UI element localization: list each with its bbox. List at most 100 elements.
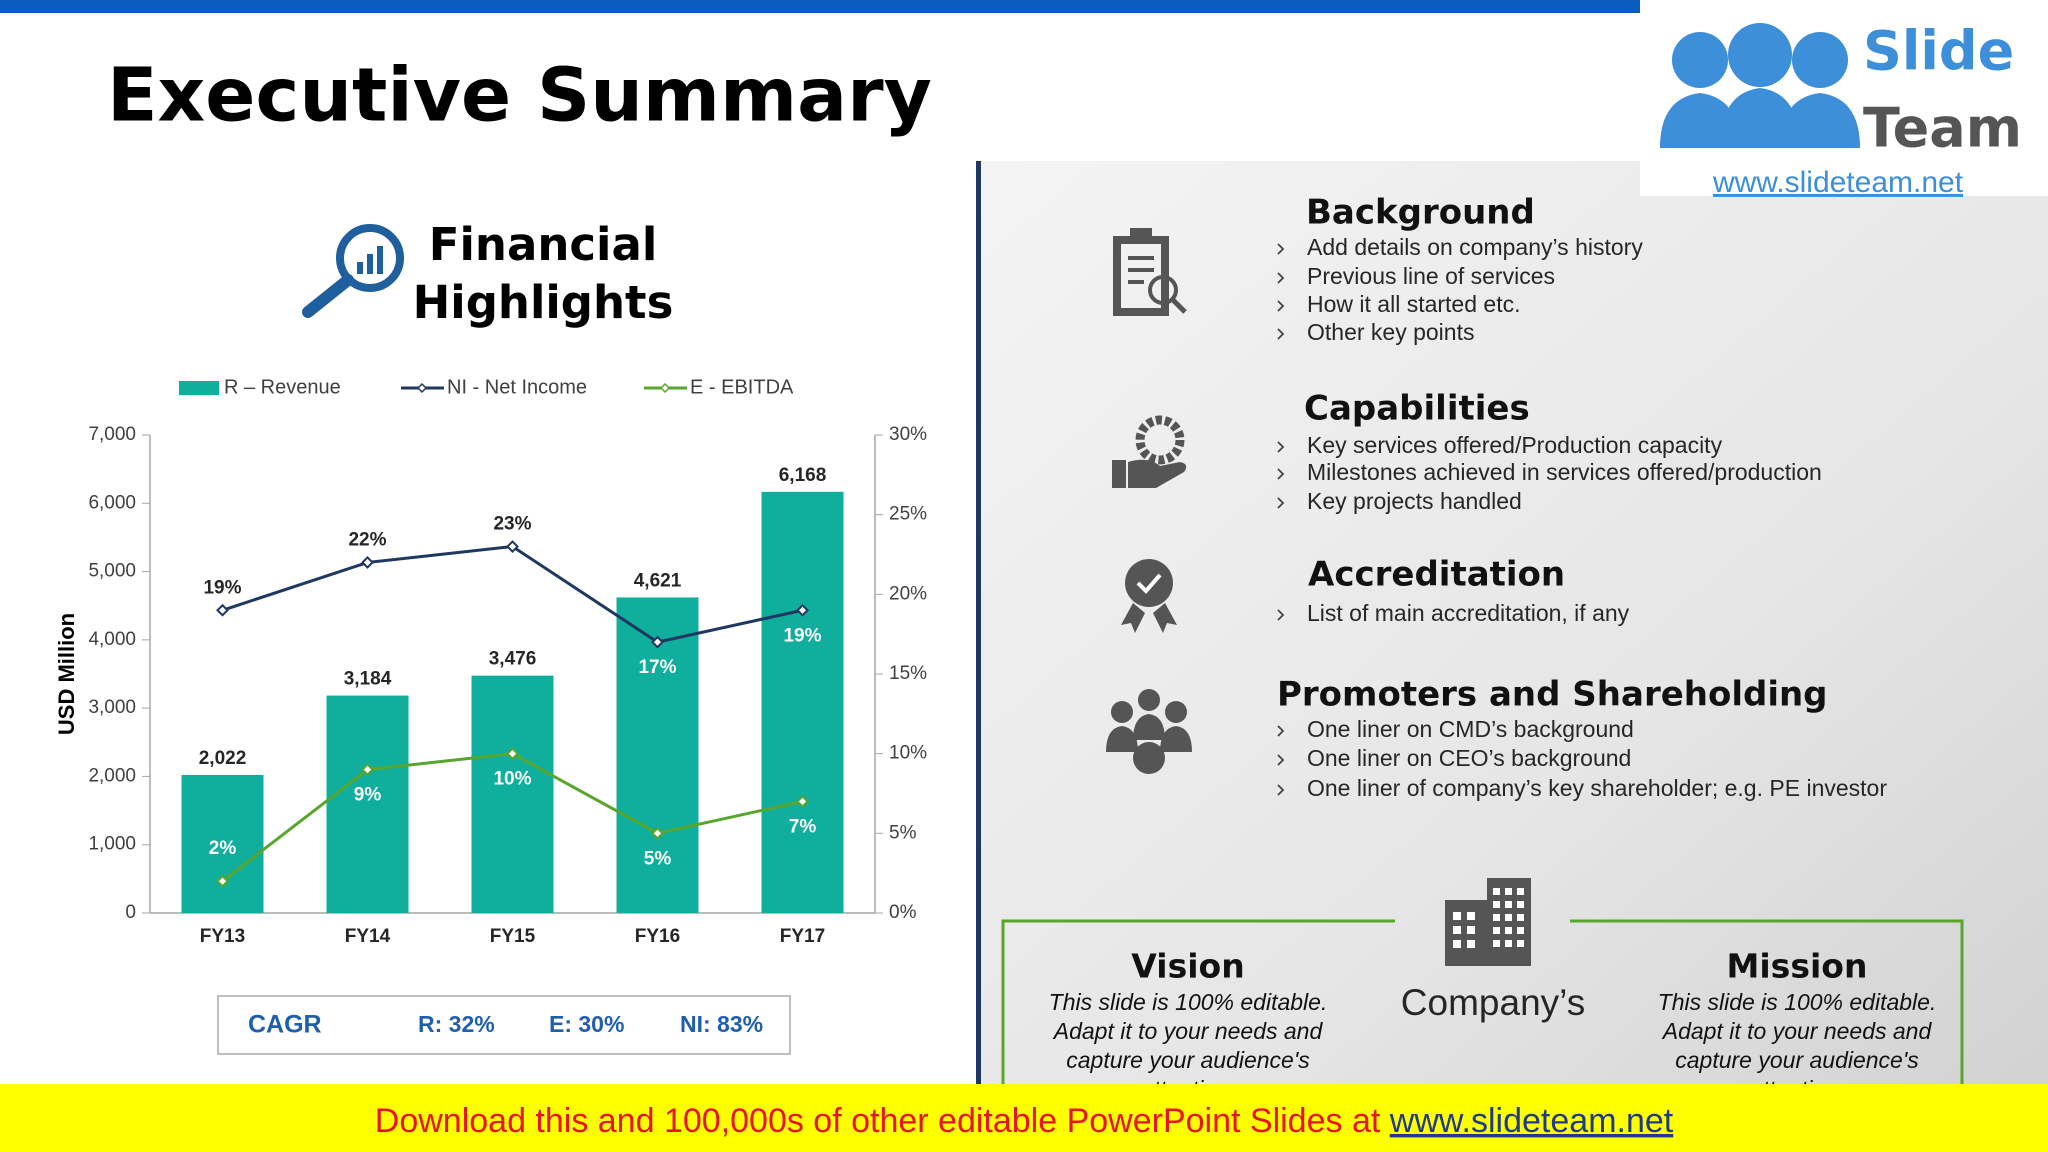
y2-tick-label: 15% [889,663,927,684]
bullet-text: Previous line of services [1307,263,1555,289]
logo-url[interactable]: www.slideteam.net [1712,166,1964,199]
building-window [1517,888,1524,895]
building-window [1453,940,1461,948]
bullet [1277,784,1285,796]
vision-text: This slide is 100% editable. [1049,989,1328,1015]
bullet [1277,725,1285,737]
accreditation-icon [1121,603,1177,633]
legend-swatch [659,382,671,394]
promoters-icon [1138,689,1160,711]
y2-tick-label: 25% [889,504,927,525]
bar [181,774,264,913]
bar [616,597,699,913]
y2-tick-label: 20% [889,583,927,604]
building-window [1505,901,1512,908]
background-icon [1170,297,1187,314]
top-bar [0,0,1640,13]
cagr-label: CAGR [248,1011,322,1039]
y-tick-label: 3,000 [88,697,136,718]
line-value-label: 19% [783,625,821,646]
x-tick-label: FY16 [635,926,680,947]
line-marker [506,540,519,553]
y-tick-label: 0 [125,902,136,923]
building-window [1493,927,1500,934]
y-tick-label: 1,000 [88,834,136,855]
building-window [1493,914,1500,921]
bullet-text: One liner on CEO’s background [1307,745,1631,771]
bullet [1277,441,1285,453]
y-tick-label: 7,000 [88,424,136,445]
capabilities-icon [1135,415,1185,465]
y-tick-label: 5,000 [88,561,136,582]
building-window [1505,888,1512,895]
magnifier-icon [302,224,404,318]
mission-text: capture your audience's [1675,1047,1919,1073]
bullet [1277,300,1285,312]
section-heading: Highlights [413,276,674,329]
building-window [1517,901,1524,908]
title: Executive Summary [107,53,932,139]
building-window [1517,927,1524,934]
footer-link[interactable]: www.slideteam.net [1389,1102,1674,1140]
cagr-box [217,995,791,1055]
bullet [1277,754,1285,766]
building-window [1493,888,1500,895]
promoters-icon [1111,701,1133,723]
line-marker [216,603,229,617]
bullet-text: Add details on company’s history [1307,234,1643,260]
building-window [1453,912,1461,920]
bullet-text: Other key points [1307,319,1474,345]
legend-swatch [416,382,428,394]
building-window [1505,940,1512,947]
section-title: Background [1306,193,1535,233]
logo: Slide Team www.slideteam.net [1640,0,2048,199]
building-window [1467,912,1475,920]
x-tick-label: FY15 [490,926,536,947]
bar-value-label: 4,621 [634,570,682,591]
legend-label: R – Revenue [224,376,341,398]
promoters-icon [1165,701,1187,723]
x-tick-label: FY13 [200,926,245,947]
cagr-item: R: 32% [418,1011,495,1037]
mission-text: This slide is 100% editable. [1658,989,1937,1015]
building-window [1493,901,1500,908]
bar-value-label: 6,168 [779,465,827,486]
y-tick-label: 6,000 [88,492,136,513]
background-icon [1113,228,1169,316]
company-label: Company’s [1401,982,1585,1023]
building-window [1517,940,1524,947]
bullet [1277,328,1285,340]
line-value-label: 17% [638,657,676,678]
bullet-text: Milestones achieved in services offered/… [1307,459,1822,485]
line-marker [796,795,809,808]
section-title: Promoters and Shareholding [1277,675,1828,715]
bar [326,695,409,913]
line-marker [796,603,809,617]
line-value-label: 10% [493,769,531,790]
y2-tick-label: 30% [889,424,927,445]
y-tick-label: 2,000 [88,765,136,786]
legend-swatch [179,381,219,395]
building-window [1453,926,1461,934]
line-marker [361,763,374,777]
footer-text: Download this and 100,000s of other edit… [375,1102,1390,1140]
line-marker [651,826,664,840]
y2-tick-label: 0% [889,902,917,923]
vision-mission-frame [1001,919,1964,1084]
bullet [1277,468,1285,480]
vision-text: Adapt it to your needs and [1052,1018,1324,1044]
bullet [1277,272,1285,284]
line-value-label: 23% [493,514,531,535]
building-window [1493,940,1500,947]
line-value-label: 7% [789,816,817,837]
logo-word: Team [1863,97,2022,160]
bullet-text: List of main accreditation, if any [1307,600,1630,626]
accreditation-icon [1125,559,1173,607]
section-title: Capabilities [1304,389,1530,429]
line-marker [651,635,664,649]
mission-title: Mission [1727,947,1868,986]
capabilities-icon [1112,459,1187,488]
bar [761,491,844,913]
